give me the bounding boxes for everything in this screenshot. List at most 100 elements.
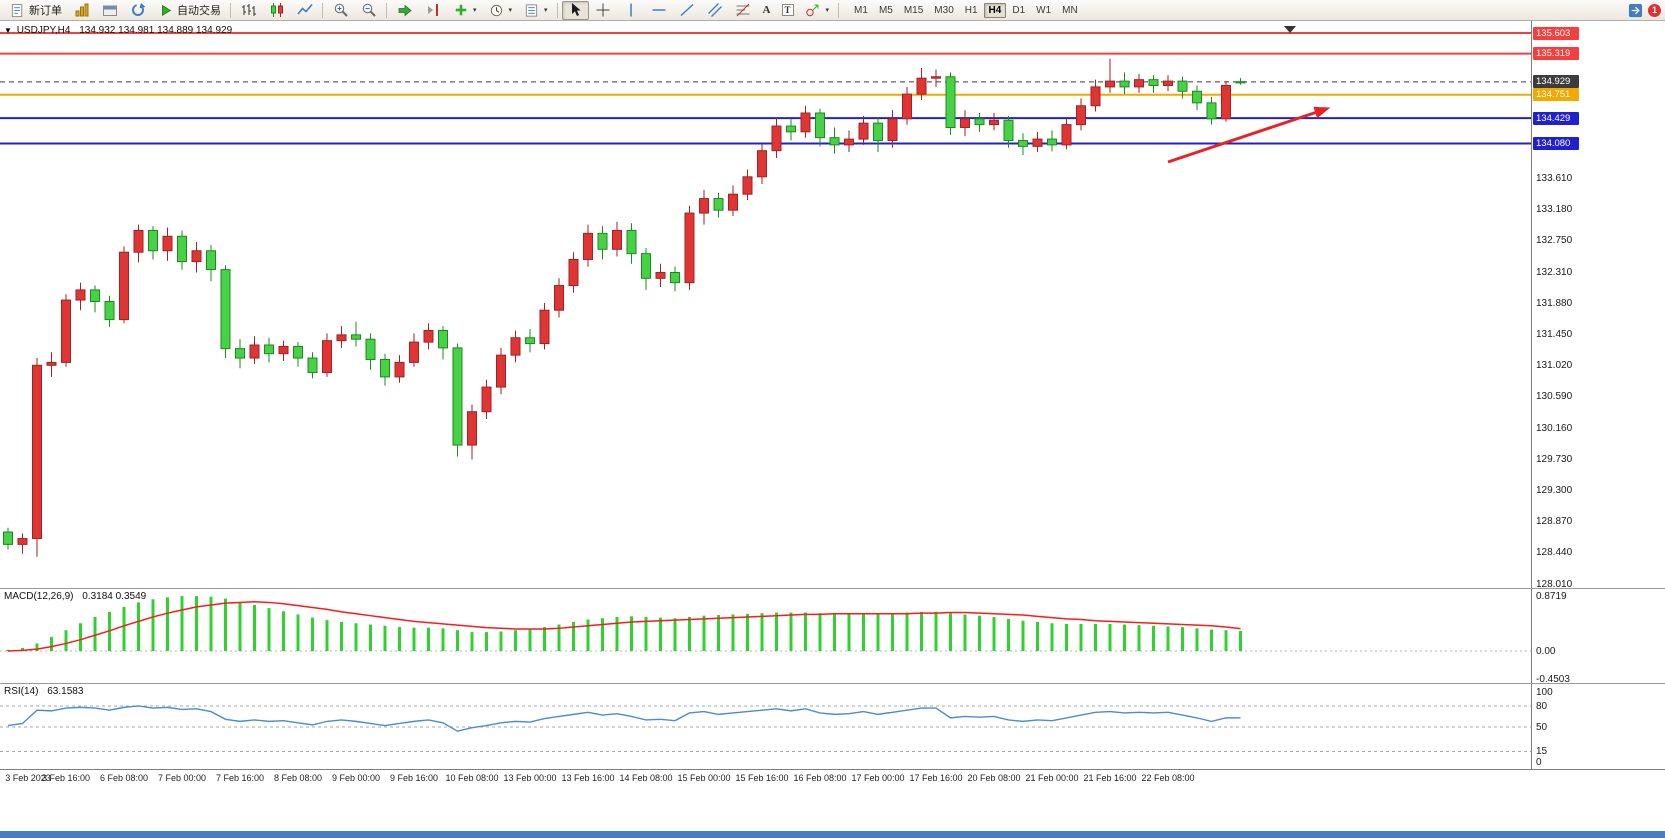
channel-tool-icon[interactable] — [702, 1, 729, 20]
candle-body — [32, 364, 42, 540]
candlestick-chart[interactable] — [0, 21, 1531, 588]
date-label: 17 Feb 16:00 — [909, 773, 963, 783]
price-axis-label: 130.160 — [1536, 422, 1573, 434]
timeframe-button-m1[interactable]: M1 — [854, 4, 868, 16]
date-label: 16 Feb 08:00 — [793, 773, 847, 783]
candle-body — [336, 334, 347, 342]
profiles-icon[interactable] — [96, 1, 123, 20]
cursor-tool-icon[interactable] — [561, 0, 589, 20]
rsi-chart[interactable] — [0, 684, 1531, 769]
candle-body — [887, 118, 898, 142]
price-axis-label: 131.880 — [1536, 297, 1573, 309]
chart-symbol: USDJPY,H4 — [16, 25, 71, 36]
bar-chart-icon[interactable] — [235, 1, 262, 20]
periods-button[interactable]: ▾ — [483, 0, 518, 20]
candle-body — [916, 77, 927, 95]
price-axis-label: 133.180 — [1536, 203, 1573, 215]
macd-name: MACD(12,26,9) — [4, 591, 74, 602]
date-axis[interactable]: 3 Feb 2023 3 Feb 16:00 6 Feb 08:00 7 Feb 00… — [0, 769, 1665, 787]
refresh-icon[interactable] — [124, 1, 151, 20]
zoom-out-icon[interactable] — [355, 1, 382, 20]
auto-scroll-icon[interactable] — [391, 1, 418, 20]
toolbar-separator — [556, 2, 558, 18]
candle-body — [568, 258, 579, 287]
price-axis-label: 132.750 — [1536, 234, 1573, 246]
horizontal-line-tool-icon[interactable] — [646, 1, 673, 20]
candle-body — [438, 330, 448, 349]
candle-body — [1105, 80, 1115, 88]
macd-axis[interactable]: 0.8719 0.00 -0.4503 — [1531, 589, 1665, 685]
price-axis-label: 129.730 — [1536, 453, 1573, 465]
candle-body — [1221, 84, 1231, 120]
macd-title: MACD(12,26,9) 0.3184 0.3549 — [4, 591, 146, 602]
macd-values: 0.3184 0.3549 — [82, 591, 147, 602]
line-chart-icon[interactable] — [291, 1, 318, 20]
candle-body — [974, 118, 985, 126]
templates-button[interactable]: ▾ — [518, 0, 553, 20]
candle-body — [510, 337, 521, 356]
candle-body — [539, 309, 550, 345]
candle-body — [307, 357, 318, 374]
autotrading-play-icon — [157, 2, 174, 19]
timeframe-button-w1[interactable]: W1 — [1036, 4, 1052, 16]
timeframe-button-mn[interactable]: MN — [1062, 4, 1078, 16]
price-axis-label: 128.440 — [1536, 547, 1573, 559]
chart-shift-icon[interactable] — [419, 1, 446, 20]
caret-down-icon: ▾ — [473, 7, 477, 14]
new-order-icon — [9, 2, 26, 19]
rsi-axis-label: 15 — [1536, 746, 1548, 758]
candle-body — [1018, 140, 1028, 147]
window-bottom-border — [0, 831, 1665, 838]
timeframe-button-d1[interactable]: D1 — [1012, 4, 1026, 16]
toolbar-separator — [230, 2, 231, 18]
date-label: 9 Feb 00:00 — [331, 773, 381, 783]
rsi-axis[interactable]: 100 80 50 15 0 — [1531, 684, 1665, 769]
date-label: 3 Feb 2023 — [5, 773, 51, 783]
candle-body — [815, 112, 825, 139]
candle-body — [1047, 138, 1057, 146]
candle-body — [757, 150, 767, 178]
macd-chart[interactable] — [0, 589, 1531, 683]
timeframe-button-h4[interactable]: H4 — [983, 2, 1007, 18]
new-chart-icon[interactable] — [68, 1, 95, 20]
candle-body — [409, 341, 419, 363]
candle-body — [829, 137, 840, 146]
fullscreen-icon[interactable] — [1627, 2, 1644, 19]
indicators-button[interactable]: ▾ — [447, 0, 482, 20]
label-tool-icon[interactable]: T — [777, 0, 799, 20]
macd-plot[interactable]: MACD(12,26,9) 0.3184 0.3549 — [0, 589, 1531, 683]
candle-body — [1192, 90, 1202, 104]
rsi-plot[interactable]: RSI(14) 63.1583 — [0, 684, 1531, 769]
caret-down-icon: ▾ — [825, 7, 830, 14]
shapes-button[interactable]: ▾ — [800, 0, 835, 20]
notification-badge[interactable]: 1 — [1648, 3, 1661, 17]
timeframe-button-m5[interactable]: M5 — [878, 4, 893, 16]
caret-down-icon: ▾ — [508, 7, 513, 14]
trend-arrow-head — [1313, 106, 1331, 119]
price-axis-label: 131.020 — [1536, 360, 1573, 372]
text-tool-icon[interactable]: A — [762, 4, 771, 16]
candle-body — [1119, 80, 1130, 88]
timeframe-button-m15[interactable]: M15 — [903, 4, 924, 16]
candle-body — [713, 198, 724, 211]
main-chart-plot[interactable]: ▼ USDJPY,H4 134.932 134.981 134.889 134.… — [0, 21, 1531, 588]
autotrading-button[interactable]: 自动交易 — [152, 0, 226, 20]
candlestick-chart-icon[interactable] — [263, 1, 290, 20]
symbol-dropdown-icon[interactable]: ▼ — [4, 26, 12, 35]
shapes-icon — [805, 2, 822, 19]
date-label: 17 Feb 00:00 — [851, 773, 905, 783]
timeframe-button-h1[interactable]: H1 — [964, 4, 978, 16]
crosshair-tool-icon[interactable] — [590, 1, 617, 20]
trendline-tool-icon[interactable] — [674, 1, 701, 20]
fibonacci-tool-icon[interactable] — [730, 1, 757, 20]
vertical-line-tool-icon[interactable] — [618, 1, 645, 20]
candle-body — [626, 229, 637, 255]
candle-body — [380, 359, 390, 378]
zoom-in-icon[interactable] — [327, 1, 354, 20]
timeframe-button-m30[interactable]: M30 — [934, 4, 954, 16]
candle-body — [554, 285, 564, 311]
new-order-button[interactable]: 新订单 — [4, 0, 67, 20]
date-label: 20 Feb 08:00 — [967, 773, 1021, 783]
price-axis[interactable]: 133.610 133.180 132.750 132.310 131.880 131.4… — [1531, 21, 1665, 590]
candle-body — [148, 229, 158, 252]
